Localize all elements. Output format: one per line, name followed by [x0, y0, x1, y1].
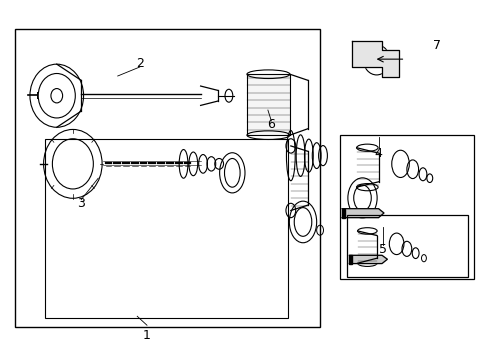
Bar — [341, 209, 344, 218]
Bar — [44, 139, 288, 318]
Text: 1: 1 — [143, 329, 151, 342]
Text: 3: 3 — [77, 197, 85, 210]
Text: 2: 2 — [136, 57, 143, 70]
Text: 7: 7 — [432, 39, 440, 52]
Polygon shape — [351, 41, 398, 77]
Bar — [246, 74, 289, 135]
Bar — [339, 135, 473, 279]
Polygon shape — [341, 209, 383, 218]
Bar — [348, 255, 351, 264]
Text: 4: 4 — [374, 147, 382, 159]
Text: 5: 5 — [379, 243, 386, 256]
Polygon shape — [348, 255, 386, 264]
Bar — [15, 30, 320, 327]
Text: 6: 6 — [267, 118, 275, 131]
Bar — [346, 215, 467, 277]
